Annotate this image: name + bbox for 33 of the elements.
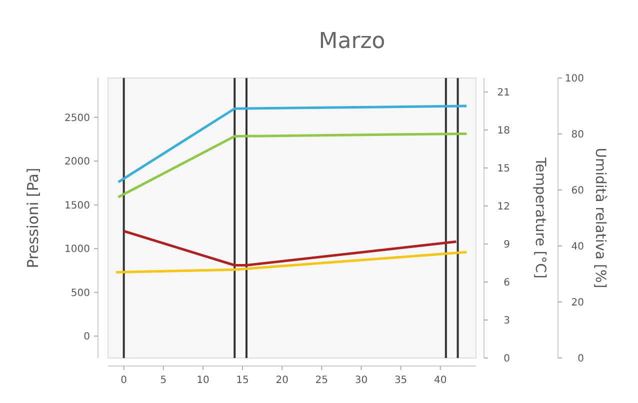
y3-tick-label: 20 [571, 298, 584, 308]
y-tick-label: 2000 [64, 156, 90, 168]
y2-tick-label: 12 [497, 201, 510, 212]
y-tick-label: 2500 [64, 112, 90, 124]
y2-tick-label: 15 [497, 163, 510, 174]
x-tick-label: 10 [196, 375, 210, 386]
y-tick-label: 1000 [64, 244, 90, 256]
x-tick-label: 5 [160, 375, 167, 386]
y3-tick-label: 40 [571, 242, 584, 252]
x-tick-label: 35 [394, 375, 408, 386]
y-tick-label: 500 [70, 288, 90, 299]
y2-tick-label: 3 [504, 315, 510, 326]
y3-tick-label: 100 [564, 74, 584, 84]
y2-tick-label: 0 [504, 354, 510, 364]
x-tick-label: 40 [434, 375, 447, 386]
y2-tick-label: 18 [497, 125, 510, 136]
y3-tick-label: 80 [571, 130, 584, 140]
y3-axis-title: Umidità relativa [%] [592, 148, 608, 288]
y-axis-title: Pressioni [Pa] [24, 168, 42, 268]
x-tick-label: 20 [276, 375, 288, 386]
y2-axis-title: Temperature [°C] [532, 156, 548, 278]
y2-tick-label: 6 [504, 277, 510, 288]
y-tick-label: 1500 [64, 200, 90, 212]
x-tick-label: 25 [315, 375, 328, 386]
y3-tick-label: 0 [578, 354, 584, 364]
y2-tick-label: 21 [497, 87, 510, 98]
x-tick-label: 30 [354, 375, 368, 386]
y2-tick-label: 9 [504, 239, 510, 250]
y3-tick-label: 60 [571, 186, 584, 196]
x-tick-label: 0 [120, 375, 128, 386]
x-tick-label: 15 [236, 375, 249, 386]
y-tick-label: 0 [84, 332, 90, 343]
chart-title: Marzo [318, 29, 386, 54]
